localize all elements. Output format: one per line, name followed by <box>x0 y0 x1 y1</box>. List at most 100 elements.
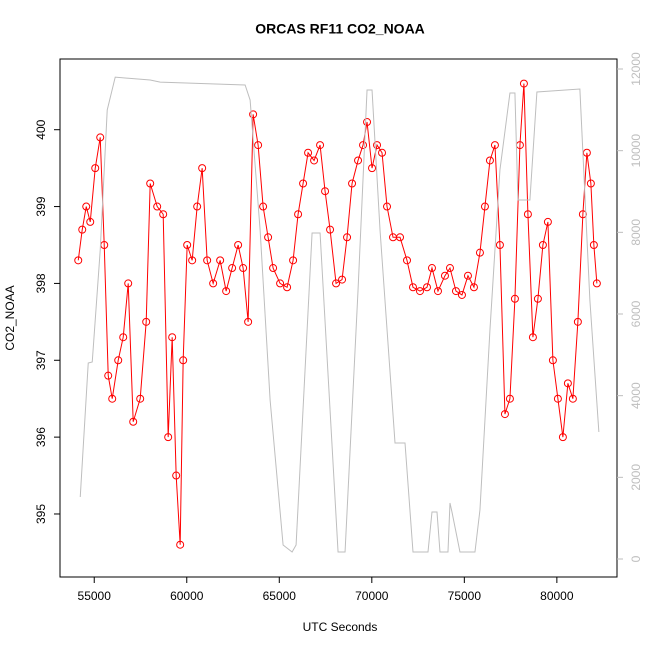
data-point <box>326 225 335 234</box>
data-point <box>485 156 494 165</box>
data-point <box>104 371 113 380</box>
x-axis-label: UTC Seconds <box>303 620 378 634</box>
data-point <box>172 471 181 480</box>
data-point <box>321 187 330 196</box>
y2-tick-label: 2000 <box>629 464 643 491</box>
data-point <box>234 240 243 249</box>
data-point <box>114 356 123 365</box>
data-point <box>249 110 258 119</box>
y2-tick-label: 0 <box>629 555 643 562</box>
data-point <box>403 256 412 265</box>
y-tick-label: 396 <box>34 427 48 447</box>
data-point <box>354 156 363 165</box>
data-point <box>203 256 212 265</box>
data-point <box>578 210 587 219</box>
data-point <box>433 287 442 296</box>
data-point <box>146 179 155 188</box>
data-point <box>480 202 489 211</box>
data-point <box>500 410 509 419</box>
data-point <box>538 240 547 249</box>
data-point <box>558 433 567 442</box>
data-point <box>589 240 598 249</box>
data-point <box>523 210 532 219</box>
data-point <box>415 287 424 296</box>
data-point <box>445 264 454 273</box>
data-point <box>164 433 173 442</box>
data-point <box>533 294 542 303</box>
data-point <box>510 294 519 303</box>
data-point <box>495 240 504 249</box>
x-tick-label: 75000 <box>448 589 482 603</box>
data-point <box>209 279 218 288</box>
data-point <box>343 233 352 242</box>
chart-title: ORCAS RF11 CO2_NOAA <box>255 21 425 37</box>
data-point <box>168 333 177 342</box>
y-tick-label: 399 <box>34 196 48 216</box>
data-point <box>592 279 601 288</box>
series-line <box>79 76 600 553</box>
data-point <box>463 271 472 280</box>
data-point <box>269 264 278 273</box>
data-point <box>378 148 387 157</box>
data-point <box>573 317 582 326</box>
data-point <box>153 202 162 211</box>
y2-tick-label: 10000 <box>629 134 643 168</box>
data-point <box>528 333 537 342</box>
data-point <box>451 287 460 296</box>
data-point <box>264 233 273 242</box>
data-point <box>519 79 528 88</box>
y-axis-label: CO2_NOAA <box>3 285 17 350</box>
data-point <box>188 256 197 265</box>
data-point <box>159 210 168 219</box>
plot-frame <box>59 58 618 578</box>
y2-tick-label: 8000 <box>629 219 643 246</box>
data-point <box>108 394 117 403</box>
data-point <box>396 233 405 242</box>
data-point <box>82 202 91 211</box>
data-point <box>505 394 514 403</box>
data-point <box>136 394 145 403</box>
data-point <box>457 290 466 299</box>
data-point <box>548 356 557 365</box>
data-point <box>124 279 133 288</box>
data-point <box>316 141 325 150</box>
y2-tick-label: 12000 <box>629 52 643 86</box>
data-point <box>198 164 207 173</box>
data-point <box>427 264 436 273</box>
data-point <box>91 164 100 173</box>
y2-tick-label: 6000 <box>629 300 643 327</box>
x-tick-label: 60000 <box>170 589 204 603</box>
data-point <box>363 118 372 127</box>
data-point <box>304 148 313 157</box>
data-point <box>338 275 347 284</box>
data-point <box>119 333 128 342</box>
data-point <box>176 540 185 549</box>
y-tick-label: 400 <box>34 119 48 139</box>
data-point <box>332 279 341 288</box>
data-point <box>276 279 285 288</box>
y2-tick-label: 4000 <box>629 382 643 409</box>
data-point <box>299 179 308 188</box>
data-point <box>283 283 292 292</box>
data-point <box>294 210 303 219</box>
data-point <box>96 133 105 142</box>
data-point <box>216 256 225 265</box>
data-point <box>475 248 484 257</box>
data-point <box>440 271 449 280</box>
data-point <box>179 356 188 365</box>
data-point <box>553 394 562 403</box>
data-point <box>193 202 202 211</box>
data-point <box>368 164 377 173</box>
data-point <box>490 141 499 150</box>
data-point <box>78 225 87 234</box>
data-point <box>74 256 83 265</box>
data-point <box>129 417 138 426</box>
data-point <box>383 202 392 211</box>
data-point <box>563 379 572 388</box>
data-point <box>244 317 253 326</box>
x-tick-label: 80000 <box>540 589 574 603</box>
data-point <box>228 264 237 273</box>
data-point <box>543 217 552 226</box>
y-tick-label: 398 <box>34 273 48 293</box>
